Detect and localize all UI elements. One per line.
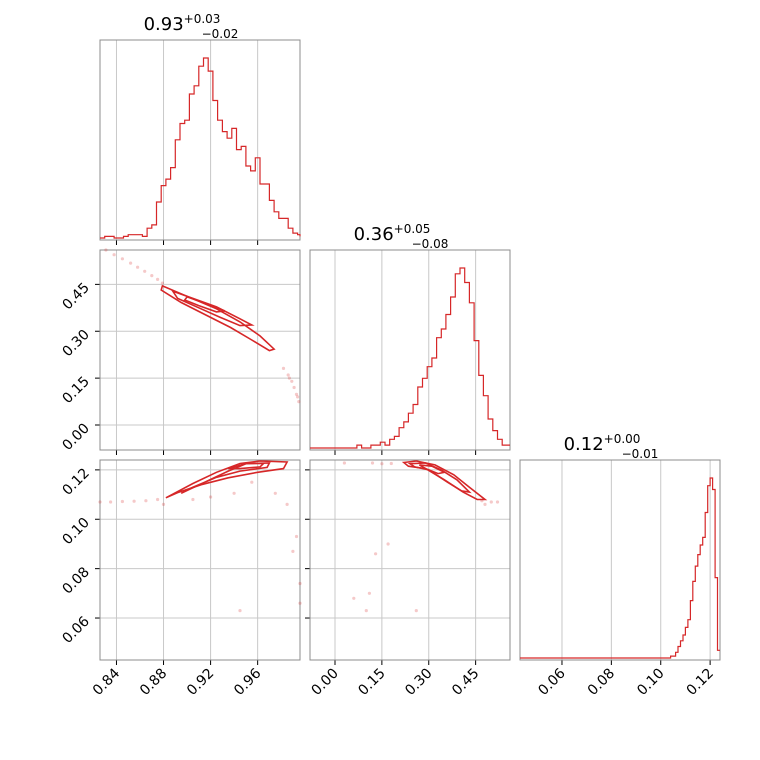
contour-level-2 — [183, 295, 225, 313]
contour-level-0 — [160, 284, 276, 352]
x-tick-label: 0.84 — [90, 665, 123, 698]
sample-point — [161, 502, 166, 506]
x-tick-label: 0.00 — [308, 666, 341, 699]
sample-point — [238, 609, 242, 613]
panel-2-0 — [95, 459, 301, 665]
panel-frame — [309, 249, 511, 451]
sample-point — [294, 534, 299, 539]
y-tick-label: 0.08 — [59, 564, 92, 597]
x-tick-label: 0.10 — [634, 666, 667, 699]
sample-point — [352, 596, 356, 600]
panels-layer: 0.84 0.88 0.92 0.96 0.00 0.15 0.30 0.45 0.06 0.08… — [59, 12, 721, 699]
sample-point — [132, 499, 136, 503]
sample-point — [136, 265, 140, 269]
sample-point — [273, 491, 277, 495]
sample-point — [298, 581, 302, 586]
sample-point — [290, 379, 294, 383]
sample-point — [120, 257, 124, 261]
panel-0-0 — [99, 39, 301, 245]
sample-point — [287, 376, 291, 380]
sample-point — [112, 253, 116, 257]
sample-point — [232, 491, 236, 495]
sample-point — [489, 500, 493, 504]
sample-point — [160, 281, 164, 285]
parameter-title-minus-2: −0.01 — [622, 447, 659, 461]
panel-frame — [99, 459, 301, 661]
sample-point — [364, 609, 368, 613]
y-tick-label: 0.15 — [59, 374, 92, 407]
histogram-line-1 — [310, 267, 510, 449]
sample-point — [291, 549, 295, 554]
contour-level-2 — [227, 462, 266, 470]
sample-point — [281, 366, 286, 370]
contour-level-1 — [170, 289, 255, 327]
x-tick-label: 0.12 — [684, 666, 717, 699]
sample-point — [292, 385, 296, 390]
sample-point — [294, 392, 299, 396]
x-tick-label: 0.08 — [585, 666, 618, 699]
sample-point — [98, 500, 102, 504]
sample-point — [191, 497, 195, 502]
sample-point — [150, 274, 154, 278]
contour-level-1 — [180, 462, 271, 495]
y-tick-label: 0.00 — [59, 421, 92, 454]
sample-point — [209, 495, 213, 499]
sample-point — [120, 499, 124, 504]
contour-level-2 — [418, 464, 447, 475]
x-tick-label: 0.96 — [231, 665, 264, 698]
x-tick-label: 0.06 — [535, 665, 568, 698]
sample-point — [386, 542, 390, 546]
sample-point — [156, 497, 160, 502]
sample-point — [296, 395, 300, 399]
x-tick-label: 0.45 — [449, 666, 482, 699]
y-tick-label: 0.45 — [59, 280, 92, 313]
sample-point — [104, 248, 108, 252]
panel-frame — [99, 39, 301, 241]
histogram-line-0 — [100, 57, 301, 239]
x-tick-label: 0.88 — [137, 666, 170, 699]
sample-point — [374, 552, 378, 556]
sample-point — [495, 500, 500, 504]
x-tick-label: 0.30 — [402, 666, 435, 699]
sample-point — [109, 500, 113, 504]
sample-point — [250, 480, 254, 484]
sample-point — [389, 461, 393, 466]
sample-point — [143, 269, 147, 273]
sample-point — [380, 462, 384, 466]
sample-point — [370, 461, 375, 465]
panel-1-1 — [309, 249, 511, 455]
parameter-title-0: 0.93+0.03 — [144, 12, 221, 35]
panel-frame — [99, 249, 301, 451]
sample-point — [144, 499, 148, 503]
parameter-title-2: 0.12+0.00 — [564, 432, 641, 455]
sample-point — [297, 400, 301, 404]
y-tick-label: 0.30 — [59, 327, 92, 360]
y-tick-label: 0.06 — [59, 613, 92, 646]
sample-point — [286, 373, 290, 377]
parameter-title-minus-1: −0.08 — [412, 237, 449, 251]
parameter-title-1: 0.36+0.05 — [354, 222, 431, 245]
panel-2-2 — [519, 459, 721, 665]
x-tick-label: 0.92 — [184, 666, 217, 699]
sample-point — [156, 277, 160, 281]
sample-point — [129, 261, 133, 265]
panel-frame — [519, 459, 721, 661]
y-tick-label: 0.12 — [59, 465, 92, 498]
parameter-title-minus-0: −0.02 — [202, 27, 239, 41]
panel-2-1 — [305, 459, 511, 665]
y-tick-label: 0.10 — [59, 515, 92, 548]
sample-point — [285, 502, 289, 506]
sample-point — [342, 461, 346, 465]
x-tick-label: 0.15 — [355, 666, 388, 699]
sample-point — [414, 609, 418, 613]
sample-point — [298, 601, 302, 605]
panel-frame — [309, 459, 511, 661]
sample-point — [483, 502, 487, 506]
sample-point — [367, 591, 371, 595]
panel-1-0 — [95, 249, 301, 455]
histogram-line-2 — [520, 477, 720, 659]
